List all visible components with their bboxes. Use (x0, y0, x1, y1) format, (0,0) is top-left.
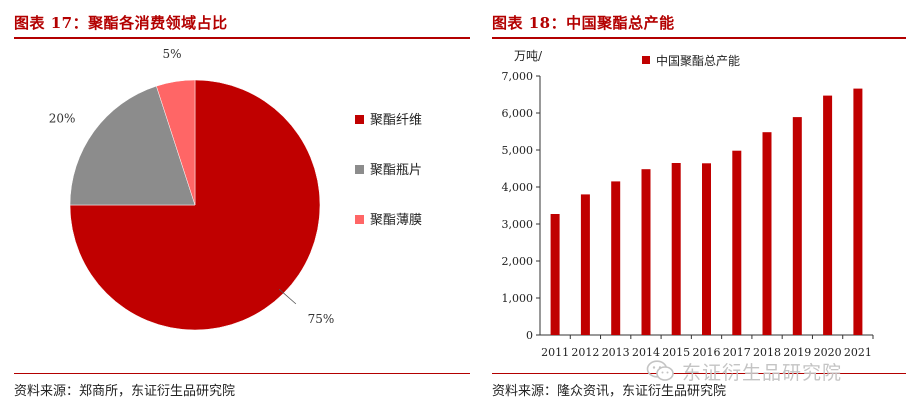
pie-data-label: 20% (49, 112, 76, 126)
bar (550, 214, 560, 335)
title-divider (14, 37, 470, 39)
y-tick-label: 0 (526, 329, 533, 342)
bar (641, 169, 651, 335)
y-tick-label: 2,000 (502, 255, 534, 268)
pie-slice (156, 79, 196, 206)
pie-data-label: 75% (308, 312, 335, 326)
legend-label: 中国聚酯总产能 (656, 53, 740, 68)
right-panel: 图表 18：中国聚酯总产能 万吨/0 1,000 2,000 3,000 4,000 5,… (478, 0, 906, 410)
pie-leader-line (278, 288, 297, 305)
x-tick-label: 2015 (662, 346, 690, 359)
x-tick-label: 2014 (632, 346, 660, 359)
bar (611, 181, 621, 335)
y-tick-label: 4,000 (502, 181, 534, 194)
legend-label: 聚酯薄膜 (370, 213, 422, 228)
bar (671, 163, 681, 335)
legend-label: 聚酯瓶片 (370, 163, 422, 178)
y-tick-label: 1,000 (502, 292, 534, 305)
legend-swatch (355, 215, 364, 224)
bar (732, 150, 742, 335)
bar-source-note: 资料来源：隆众资讯，东证衍生品研究院 (492, 384, 727, 399)
watermark: 东证衍生品研究院 (646, 357, 902, 385)
pie-data-label: 5% (162, 47, 181, 61)
legend-swatch (642, 56, 650, 64)
legend-swatch (355, 115, 364, 124)
title-divider (492, 37, 906, 39)
watermark-text: 东证衍生品研究院 (682, 361, 843, 384)
bar-chart-title: 图表 18：中国聚酯总产能 (492, 14, 675, 32)
y-tick-label: 3,000 (502, 218, 534, 231)
pie-source-note: 资料来源：郑商所，东证衍生品研究院 (14, 384, 236, 399)
bar (702, 163, 711, 335)
x-tick-label: 2019 (783, 346, 811, 359)
y-tick-label: 7,000 (502, 70, 534, 83)
bar (792, 117, 802, 335)
bar (853, 88, 863, 335)
x-tick-label: 2020 (814, 346, 842, 359)
source-divider (492, 373, 906, 374)
x-tick-label: 2012 (571, 346, 599, 359)
bar (762, 132, 772, 335)
source-divider (14, 373, 470, 374)
x-tick-label: 2013 (602, 346, 630, 359)
bar-chart: 万吨/0 1,000 2,000 3,000 4,000 5,000 6,000 7,000 2… (502, 49, 874, 359)
left-panel: 图表 17：聚酯各消费领域占比 75% 20% 5% 聚酯纤维聚酯瓶片聚酯薄膜 资料来… (14, 14, 470, 399)
y-tick-label: 6,000 (502, 107, 534, 120)
wechat-icon (646, 360, 674, 381)
bar (823, 95, 833, 335)
x-tick-label: 2016 (693, 346, 721, 359)
x-tick-label: 2018 (753, 346, 781, 359)
pie-slice (69, 85, 196, 206)
x-tick-label: 2011 (541, 346, 569, 359)
y-tick-label: 5,000 (502, 144, 534, 157)
y-axis-label: 万吨/ (514, 49, 543, 63)
bar (580, 194, 590, 335)
pie-chart-title: 图表 17：聚酯各消费领域占比 (14, 14, 228, 32)
legend-swatch (355, 165, 364, 174)
x-tick-label: 2021 (844, 346, 872, 359)
x-tick-label: 2017 (723, 346, 751, 359)
legend-label: 聚酯纤维 (370, 113, 422, 128)
